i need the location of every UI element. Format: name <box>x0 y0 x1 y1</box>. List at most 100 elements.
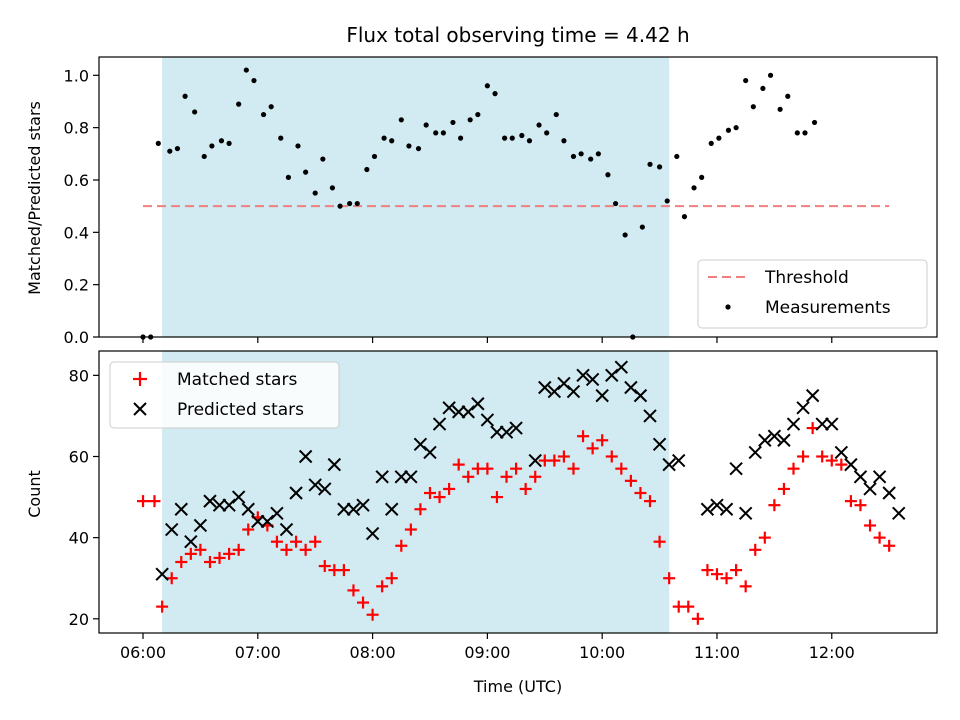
measurement-point <box>553 111 559 118</box>
chart-title: Flux total observing time = 4.42 h <box>346 23 689 47</box>
measurement-point <box>674 153 680 160</box>
matched-star-point <box>682 600 695 613</box>
measurement-point <box>192 109 198 115</box>
matched-star-point <box>519 482 532 495</box>
matched-star-point <box>577 430 590 443</box>
measurement-point <box>699 174 705 180</box>
matched-star-point <box>280 543 293 556</box>
predicted-star-mark <box>547 384 562 399</box>
predicted-star-point <box>385 502 399 516</box>
matched-star-point <box>232 543 245 556</box>
measurement-point <box>423 122 429 128</box>
predicted-star-point <box>882 486 896 500</box>
predicted-star-mark <box>863 482 877 496</box>
matched-star-point <box>844 495 857 508</box>
measurement-point <box>578 151 584 157</box>
measurement-point <box>526 138 533 144</box>
predicted-star-mark <box>748 445 762 460</box>
matched-star-point <box>816 450 829 463</box>
predicted-star-point <box>528 453 542 468</box>
matched-star-point <box>500 470 513 483</box>
predicted-star-mark <box>672 453 686 468</box>
predicted-star-point <box>327 457 342 472</box>
measurement-point <box>381 135 387 141</box>
count-y-axis-label: Count <box>25 470 44 518</box>
predicted-star-point <box>432 417 447 431</box>
matched-star-point <box>213 551 226 564</box>
matched-star-point <box>148 495 161 508</box>
predicted-star-point <box>222 498 236 512</box>
measurement-point <box>750 104 756 110</box>
predicted-star-point <box>356 498 370 512</box>
predicted-star-mark <box>528 453 542 468</box>
matched-star-point <box>175 555 188 568</box>
matched-star-point <box>452 458 465 471</box>
matched-star-point <box>203 555 216 568</box>
predicted-star-mark <box>318 482 332 496</box>
predicted-star-point <box>404 470 418 484</box>
predicted-star-mark <box>624 380 638 395</box>
predicted-star-mark <box>585 372 600 387</box>
predicted-star-mark <box>595 388 609 403</box>
measurement-point <box>595 151 601 157</box>
matched-star-point <box>797 450 810 463</box>
count-y-tick-label: 80 <box>69 366 89 385</box>
measurement-point <box>502 135 508 141</box>
predicted-star-point <box>251 514 265 529</box>
predicted-star-point <box>643 409 657 423</box>
predicted-star-point <box>270 506 284 521</box>
predicted-star-mark <box>882 486 896 500</box>
measurement-point <box>243 67 249 73</box>
ratio-y-axis-label: Matched/Predicted stars <box>25 101 44 295</box>
predicted-star-mark <box>738 506 753 521</box>
measurement-point <box>450 119 456 126</box>
predicted-star-mark <box>786 417 801 431</box>
ratio-legend: Threshold Measurements <box>697 259 928 329</box>
matched-star-point <box>615 462 628 475</box>
measurement-point <box>174 145 181 152</box>
predicted-star-point <box>231 490 246 504</box>
measurement-point <box>329 185 336 191</box>
predicted-star-point <box>375 470 389 484</box>
measurement-point <box>354 200 360 207</box>
matched-star-point <box>567 462 580 475</box>
measurement-point <box>337 203 343 209</box>
predicted-star-point <box>499 425 514 439</box>
matched-star-point <box>663 572 676 585</box>
predicted-star-mark <box>346 502 361 516</box>
predicted-star-point <box>786 417 801 431</box>
measurement-point <box>312 190 318 196</box>
measurement-point <box>570 153 577 160</box>
predicted-star-mark <box>260 514 275 529</box>
measurement-point <box>691 185 697 191</box>
matched-star-point <box>194 543 207 556</box>
predicted-star-mark <box>834 445 849 460</box>
predicted-star-mark <box>413 437 428 452</box>
matched-star-point <box>557 450 570 463</box>
predicted-star-mark <box>461 405 475 419</box>
predicted-star-mark <box>815 417 829 431</box>
measurement-point <box>406 143 412 149</box>
predicted-star-point <box>777 433 791 447</box>
ratio-y-tick-label: 0.2 <box>64 276 89 295</box>
predicted-star-mark <box>423 445 437 460</box>
measurement-point <box>802 130 808 136</box>
matched-star-point <box>883 539 896 552</box>
predicted-star-mark <box>231 490 246 504</box>
measurement-point <box>260 111 267 118</box>
measurement-point <box>251 77 257 84</box>
legend-measurements-swatch <box>725 304 731 310</box>
predicted-star-point <box>480 413 495 427</box>
measurement-point <box>622 232 628 238</box>
measurement-point <box>664 198 670 204</box>
predicted-star-point <box>767 429 782 443</box>
measurement-point <box>785 93 791 99</box>
predicted-star-mark <box>499 425 514 439</box>
matched-star-point <box>864 519 877 532</box>
matched-star-point <box>777 482 790 495</box>
measurement-point <box>226 140 232 146</box>
predicted-star-point <box>155 567 169 581</box>
measurement-point <box>167 148 173 154</box>
measurement-point <box>605 172 611 178</box>
